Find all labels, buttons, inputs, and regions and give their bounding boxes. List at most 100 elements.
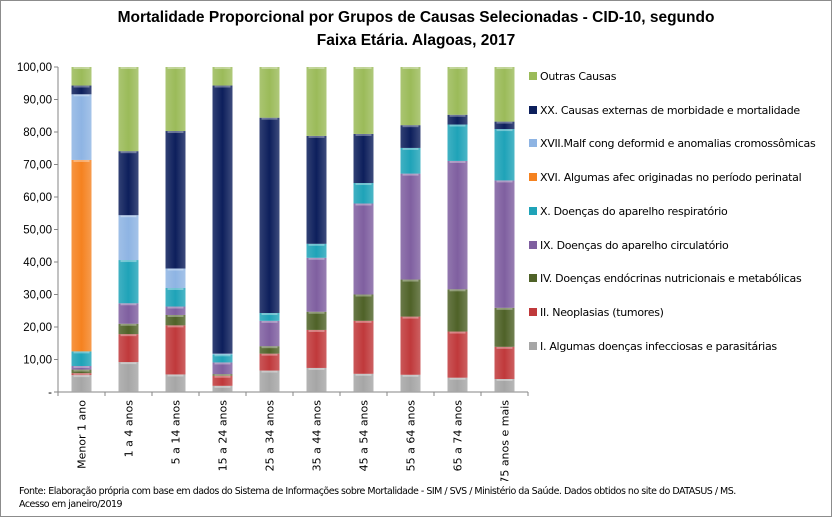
legend-item: X. Doenças do aparelho respiratório (529, 204, 728, 219)
bar-segment (118, 323, 139, 335)
bar-segment-highlight (355, 203, 372, 206)
bar-segment (353, 294, 374, 321)
bar-segment-highlight (214, 374, 231, 376)
bar-segment (353, 133, 374, 184)
y-tick-label: - (48, 387, 52, 399)
bar-segment-highlight (496, 346, 513, 349)
bar-segment (165, 67, 186, 132)
y-tick-label: 50,00 (23, 225, 52, 237)
x-category-label: 5 a 14 anos (170, 400, 183, 465)
bar-segment (494, 121, 515, 130)
bar-segment (118, 151, 139, 216)
legend-label: IV. Doenças endócrinas nutricionais e me… (540, 272, 802, 286)
bar-segment-highlight (261, 353, 278, 356)
bar-segment-highlight (355, 373, 372, 376)
bar-segment-highlight (308, 243, 325, 246)
y-tick-label: 10,00 (23, 355, 52, 367)
bar-segment (165, 314, 186, 326)
bar-segment-highlight (308, 67, 325, 69)
legend-swatch (529, 307, 537, 316)
bar-segment (165, 306, 186, 315)
bar-segment-highlight (449, 160, 466, 163)
legend-swatch (529, 72, 537, 80)
bar-segment-highlight (355, 183, 372, 186)
x-category-label: Menor 1 ano (76, 400, 89, 469)
bar-segment (494, 67, 515, 122)
bar-segment (118, 215, 139, 261)
bar-segment (400, 173, 421, 280)
bar-segment-highlight (355, 67, 372, 69)
bar-segment-highlight (496, 379, 513, 381)
x-category-label: 25 a 34 anos (264, 400, 277, 472)
bar-segment-highlight (73, 351, 90, 354)
legend-item: XVI. Algumas afec originadas no período … (529, 171, 802, 185)
bar-segment-highlight (261, 346, 278, 349)
bar-segment (447, 160, 468, 290)
bar-segment-highlight (496, 121, 513, 124)
bar-segment (400, 147, 421, 174)
bar-segment-highlight (261, 370, 278, 373)
bar-segment (118, 303, 139, 324)
x-category-label: 35 a 44 anos (311, 400, 324, 472)
bar-segment-highlight (73, 159, 90, 162)
bar-segment (494, 379, 515, 392)
legend-label: IX. Doenças do aparelho circulatório (540, 238, 729, 252)
bar-segment (71, 351, 92, 366)
bar-segment (71, 67, 92, 86)
bar-segment-highlight (214, 385, 231, 388)
bar-segment-highlight (214, 362, 231, 365)
bar-segment-highlight (167, 314, 184, 317)
legend-swatch (529, 105, 537, 114)
bar-segment (165, 374, 186, 392)
bar-segment-highlight (355, 294, 372, 297)
bar-segment-highlight (167, 268, 184, 271)
bar-segment-highlight (73, 366, 90, 368)
bar-segment-highlight (120, 303, 137, 306)
bar-segment (259, 346, 280, 354)
bar-segment (118, 362, 139, 392)
bar-segment-highlight (496, 67, 513, 69)
bar-segment-highlight (214, 85, 231, 88)
bar-segment (212, 85, 233, 354)
bar-segment (165, 268, 186, 288)
legend-item: I. Algumas doenças infecciosas e parasit… (529, 340, 777, 354)
y-tick-label: 80,00 (23, 127, 52, 139)
bar-segment-highlight (214, 353, 231, 355)
bar-segment (353, 373, 374, 392)
bar-segment (447, 377, 468, 392)
bar-segment (447, 331, 468, 378)
bar-segment-highlight (261, 67, 278, 69)
bar-segment-highlight (449, 377, 466, 380)
bar-segment (212, 354, 233, 363)
bar-segment-highlight (402, 125, 419, 128)
legend-label: II. Neoplasias (tumores) (540, 305, 664, 319)
bar-segment (306, 329, 327, 368)
legend-label: I. Algumas doenças infecciosas e parasit… (540, 339, 777, 353)
bar-segment-highlight (73, 369, 90, 372)
bar-segment-highlight (167, 374, 184, 377)
y-tick-label: 60,00 (23, 192, 52, 204)
bar-segment-highlight (120, 323, 137, 326)
y-tick-label: 40,00 (23, 257, 52, 269)
legend-swatch (529, 173, 537, 182)
legend-label: X. Doenças do aparelho respiratório (540, 204, 728, 218)
bar-segment (400, 374, 421, 392)
bar-segment-highlight (167, 67, 184, 69)
bar-segment-highlight (120, 151, 137, 154)
y-tick-label: 90,00 (23, 95, 52, 107)
bar-segment-highlight (449, 289, 466, 292)
bar-segment-highlight (73, 375, 90, 378)
bar-segment (212, 374, 233, 376)
bar-segment-highlight (308, 329, 325, 332)
bar-segment (447, 114, 468, 125)
bar-segment (306, 257, 327, 312)
bar-segment-highlight (449, 331, 466, 334)
bar-segment-highlight (73, 85, 90, 88)
bar-segment (118, 334, 139, 363)
legend-item: Outras Causas (529, 70, 616, 84)
legend-item: XVII.Malf cong deformid e anomalias crom… (529, 137, 816, 151)
bar-segment (71, 369, 92, 374)
bar-segment-highlight (214, 375, 231, 378)
x-category-label: 55 a 64 anos (405, 400, 418, 472)
